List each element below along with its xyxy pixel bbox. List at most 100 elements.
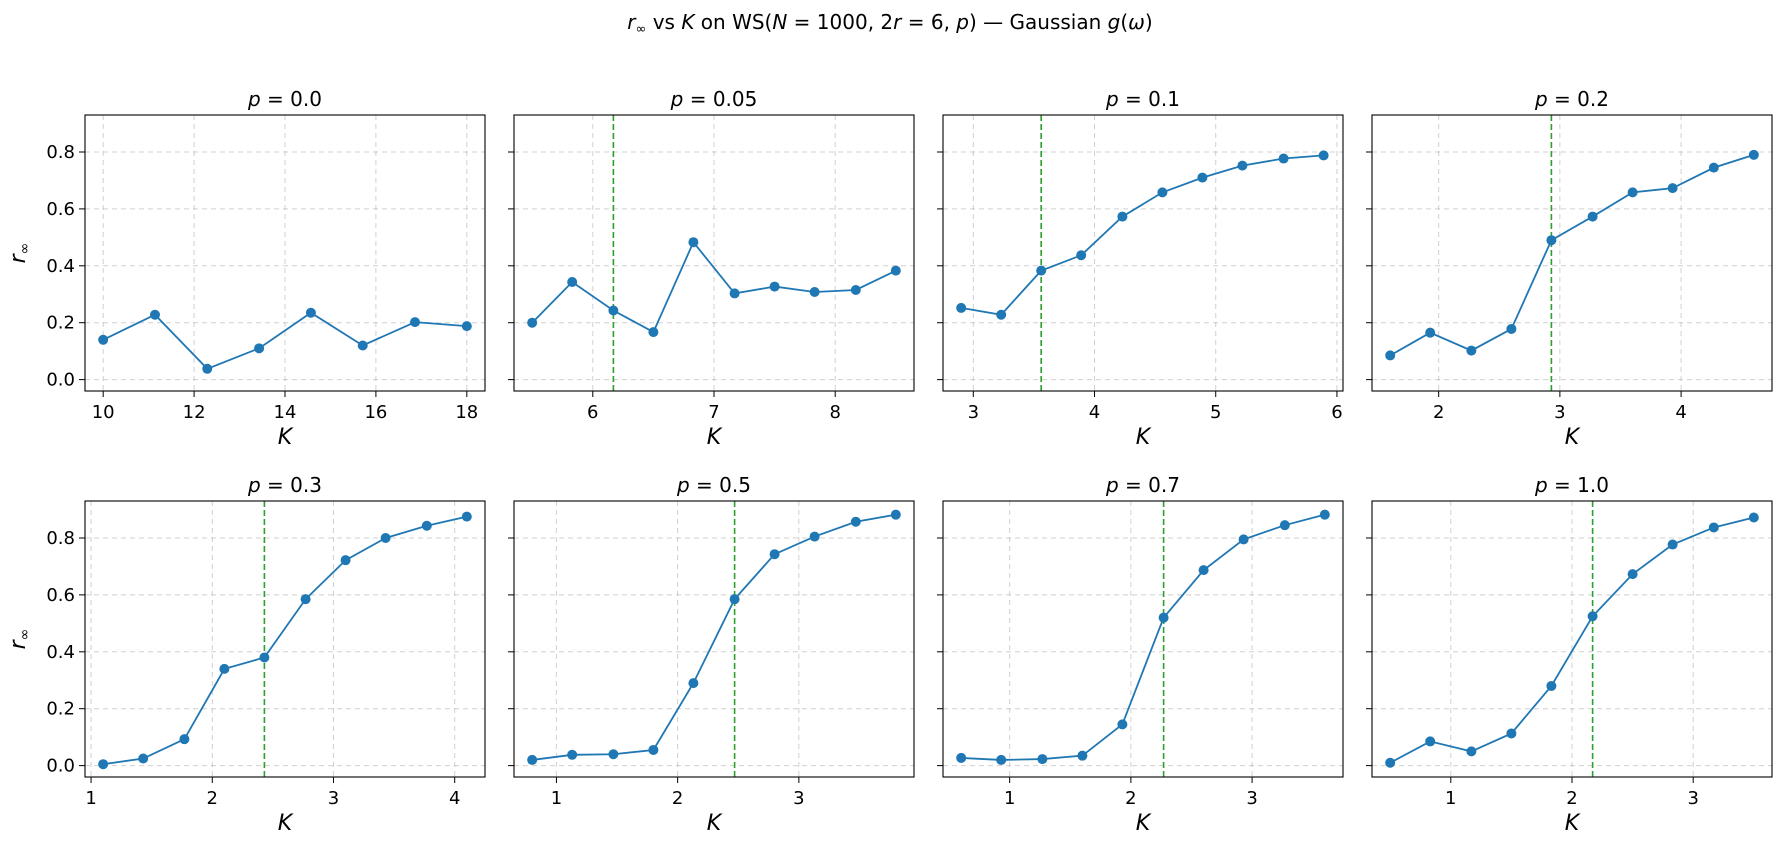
data-point: [1238, 534, 1249, 545]
data-point: [1587, 611, 1598, 622]
data-point: [1197, 172, 1208, 183]
x-tick-label: 2: [1433, 402, 1444, 423]
data-point: [254, 343, 265, 354]
data-point: [1425, 736, 1436, 747]
x-tick-label: 1: [1004, 788, 1015, 809]
data-point: [380, 532, 391, 543]
x-tick-label: 2: [1566, 788, 1577, 809]
data-point: [996, 309, 1007, 320]
panel-title: p = 0.05: [670, 87, 758, 111]
y-axis-label: r∞: [6, 629, 33, 650]
x-tick-label: 3: [1554, 402, 1565, 423]
panel-4: 1 2 3 4 0.0 0.2 0.4 0.6 0.8 p = 0.3 Kr∞: [6, 473, 486, 836]
y-tick-label: 0.0: [46, 756, 75, 777]
panel-3: 2 3 4 p = 0.2 K: [1366, 87, 1773, 450]
data-point: [956, 752, 967, 763]
y-axis-label: r∞: [6, 243, 33, 264]
axes-frame: [1371, 114, 1773, 392]
panel-title: p = 0.5: [676, 473, 751, 497]
data-point: [1279, 520, 1290, 531]
data-point: [1385, 757, 1396, 768]
panel-1: 6 7 8 p = 0.05 K: [508, 87, 915, 450]
y-tick-label: 0.6: [46, 199, 75, 220]
x-tick-label: 2: [1125, 788, 1136, 809]
x-tick-label: 3: [328, 788, 339, 809]
data-point: [219, 663, 230, 674]
series-line: [961, 154, 1324, 316]
data-point: [1627, 187, 1638, 198]
panel-0: 10 12 14 16 18 0.0 0.2 0.4 0.6 0.8 p = 0.0 Kr∞: [6, 87, 486, 450]
x-tick-label: 2: [207, 788, 218, 809]
axes-frame: [942, 500, 1344, 778]
data-point: [1667, 183, 1678, 194]
data-point: [729, 288, 740, 299]
data-point: [340, 555, 351, 566]
data-point: [1037, 754, 1048, 765]
series-line: [103, 515, 468, 766]
y-tick-label: 0.4: [46, 642, 75, 663]
data-point: [1237, 160, 1248, 171]
x-tick-label: 4: [1675, 402, 1686, 423]
x-tick-label: 16: [364, 402, 387, 423]
data-point: [648, 744, 659, 755]
data-point: [1198, 565, 1209, 576]
figure-title: r∞ vs K on WS(N = 1000, 2r = 6, p) — Gau…: [627, 10, 1152, 37]
data-point: [1036, 265, 1047, 276]
x-tick-label: 4: [1089, 402, 1100, 423]
x-tick-label: 8: [829, 402, 840, 423]
x-tick-label: 3: [1246, 788, 1257, 809]
y-tick-label: 0.2: [46, 699, 75, 720]
series-line: [961, 513, 1326, 761]
x-tick-label: 3: [793, 788, 804, 809]
panel-title: p = 0.0: [247, 87, 322, 111]
y-tick-label: 0.8: [46, 142, 75, 163]
data-point: [1546, 235, 1557, 246]
data-point: [259, 652, 270, 663]
data-point: [138, 753, 149, 764]
series-line: [1389, 153, 1755, 357]
y-tick-label: 0.8: [46, 528, 75, 549]
y-tick-label: 0.6: [46, 585, 75, 606]
x-tick-label: 3: [1687, 788, 1698, 809]
x-tick-label: 14: [274, 402, 297, 423]
y-tick-label: 0.0: [46, 370, 75, 391]
data-point: [1748, 512, 1759, 523]
data-point: [850, 516, 861, 527]
data-point: [461, 321, 472, 332]
x-tick-label: 1: [1445, 788, 1456, 809]
x-tick-label: 2: [672, 788, 683, 809]
data-point: [461, 511, 472, 522]
x-tick-label: 5: [1210, 402, 1221, 423]
data-point: [1627, 569, 1638, 580]
data-point: [1157, 187, 1168, 198]
panel-title: p = 1.0: [1534, 473, 1609, 497]
axes-frame: [942, 114, 1344, 392]
x-tick-label: 3: [968, 402, 979, 423]
x-axis-label: K: [1565, 811, 1581, 836]
data-point: [648, 327, 659, 338]
data-point: [890, 265, 901, 276]
data-point: [1278, 153, 1289, 164]
data-point: [300, 594, 311, 605]
data-point: [1158, 612, 1169, 623]
data-point: [410, 317, 420, 328]
x-tick-label: 10: [92, 402, 115, 423]
y-tick-label: 0.4: [46, 256, 75, 277]
panel-6: 1 2 3 p = 0.7 K: [937, 473, 1344, 836]
x-axis-label: K: [707, 811, 723, 836]
data-point: [688, 678, 699, 689]
data-point: [1708, 162, 1719, 173]
x-tick-label: 1: [551, 788, 562, 809]
data-point: [1076, 250, 1087, 261]
data-point: [729, 594, 740, 605]
axes-frame: [84, 500, 486, 778]
data-point: [809, 531, 820, 542]
data-point: [1319, 509, 1330, 520]
data-point: [1466, 746, 1477, 757]
data-point: [608, 305, 619, 316]
x-axis-label: K: [278, 425, 294, 450]
x-tick-label: 6: [587, 402, 598, 423]
x-axis-label: K: [1136, 425, 1152, 450]
panel-7: 1 2 3 p = 1.0 K: [1366, 473, 1773, 836]
